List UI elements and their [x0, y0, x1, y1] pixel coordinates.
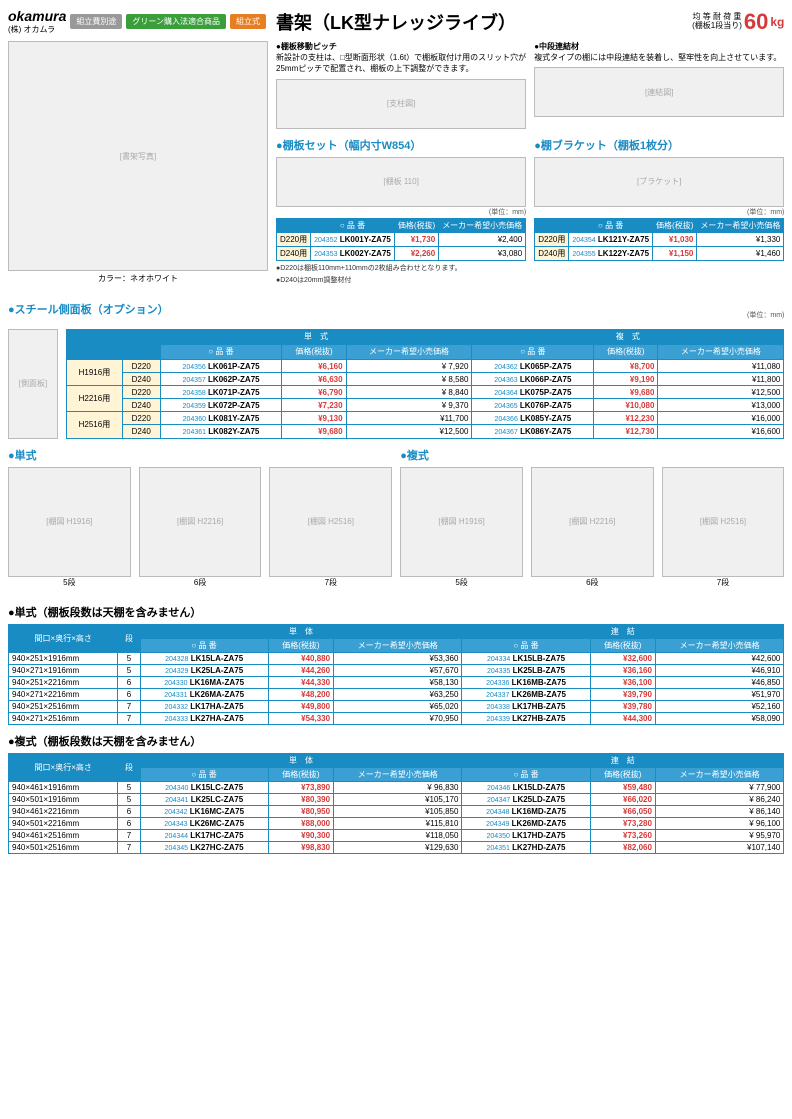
brand-sub: (株) オカムラ — [8, 24, 66, 35]
brand-logo: okamura — [8, 8, 66, 24]
shelf-diagram: [棚図 H2516] — [269, 467, 392, 577]
badge-assembly: 組立式 — [230, 14, 266, 29]
bracket-figure: [ブラケット] — [534, 157, 784, 207]
pitch-note: ●棚板移動ピッチ 新設計の支柱は、□型断面形状（1.6t）で棚板取付け用のスリッ… — [276, 41, 526, 129]
midjoin-note: ●中段連結材 複式タイプの棚には中段連結を装着し、堅牢性を向上させています。 [… — [534, 41, 784, 129]
shelf-diagram: [棚図 H2516] — [662, 467, 785, 577]
sidepanel-table: 単 式複 式○ 品 番価格(税抜)メーカー希望小売価格○ 品 番価格(税抜)メー… — [66, 329, 784, 439]
double-table: 間口×奥行×高さ段単 体連 結○ 品 番価格(税抜)メーカー希望小売価格○ 品 … — [8, 753, 784, 854]
sidepanel-block: ●スチール側面板（オプション） (単位：mm) [側面板] 単 式複 式○ 品 … — [8, 301, 784, 439]
badge-assembly-cost: 組立費別途 — [70, 14, 122, 29]
sidepanel-figure: [側面板] — [8, 329, 58, 439]
double-diagrams: ●複式 [棚図 H1916]5段[棚図 H2216]6段[棚図 H2516]7段 — [400, 447, 784, 596]
shelfset-table: ○ 品 番価格(税抜)メーカー希望小売価格D220用204352 LK001Y-… — [276, 218, 526, 261]
badge-green: グリーン購入法適合商品 — [126, 14, 226, 29]
shelf-diagram: [棚図 H1916] — [8, 467, 131, 577]
bracket-table: ○ 品 番価格(税抜)メーカー希望小売価格D220用204354 LK121Y-… — [534, 218, 784, 261]
single-table-title: ●単式（棚板段数は天棚を含みません） — [8, 604, 784, 620]
load-rating: 均 等 耐 荷 重 (棚板1段当り) 60kg — [692, 9, 784, 35]
shelf-diagram: [棚図 H2216] — [531, 467, 654, 577]
pitch-figure: [支柱図] — [276, 79, 526, 129]
shelf-diagram: [棚図 H2216] — [139, 467, 262, 577]
shelf-diagram: [棚図 H1916] — [400, 467, 523, 577]
header: okamura (株) オカムラ 組立費別途 グリーン購入法適合商品 組立式 書… — [8, 8, 784, 35]
single-table: 間口×奥行×高さ段単 体連 結○ 品 番価格(税抜)メーカー希望小売価格○ 品 … — [8, 624, 784, 725]
shelfset-figure: [棚板 110] — [276, 157, 526, 207]
shelfset-block: ●棚板セット（幅内寸W854） [棚板 110] (単位：mm) ○ 品 番価格… — [276, 137, 526, 285]
bracket-block: ●棚ブラケット（棚板1枚分） [ブラケット] (単位：mm) ○ 品 番価格(税… — [534, 137, 784, 285]
photo-caption: カラー：ネオホワイト — [8, 273, 268, 284]
product-title: 書架（LK型ナレッジライブ） — [276, 9, 516, 35]
midjoin-figure: [連結図] — [534, 67, 784, 117]
double-table-title: ●複式（棚板段数は天棚を含みません） — [8, 733, 784, 749]
product-photo: [書架写真] — [8, 41, 268, 271]
single-diagrams: ●単式 [棚図 H1916]5段[棚図 H2216]6段[棚図 H2516]7段 — [8, 447, 392, 596]
